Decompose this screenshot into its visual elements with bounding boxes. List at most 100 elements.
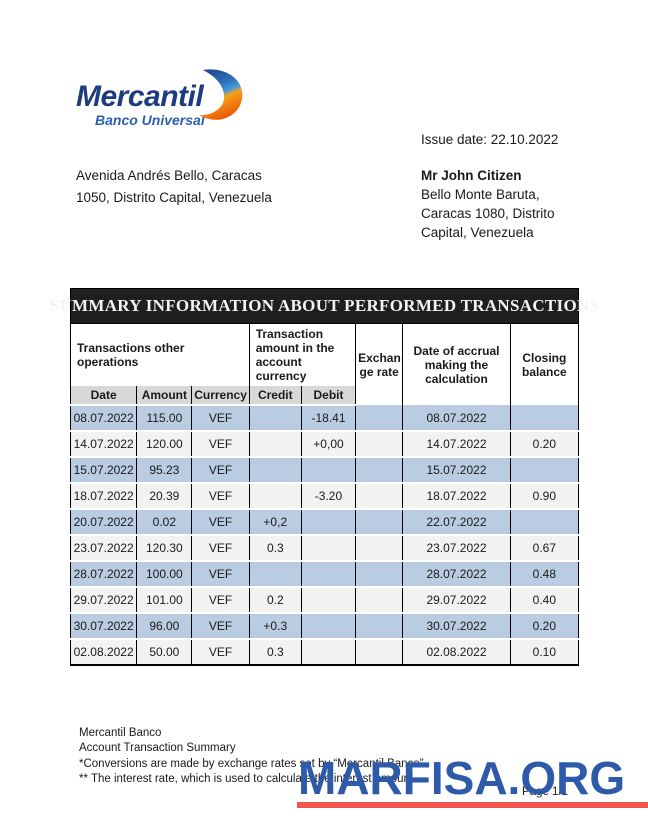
cell-credit [248, 431, 302, 458]
cell-debit [300, 639, 357, 666]
footer-notes: Mercantil Banco Account Transaction Summ… [79, 726, 424, 787]
recipient-address-line: Caracas 1080, Distrito [421, 206, 555, 221]
cell-exchange-rate [355, 431, 404, 458]
cell-debit [300, 535, 357, 562]
cell-credit: 0.3 [248, 535, 302, 562]
table-row: 23.07.2022 120.30 VEF 0.3 23.07.2022 0.6… [69, 535, 580, 562]
column-header-accrual-date: Date of accrual making the calculation [402, 324, 511, 405]
cell-exchange-rate [355, 587, 404, 614]
cell-exchange-rate [355, 639, 404, 666]
cell-debit [300, 561, 357, 588]
table-row: 15.07.2022 95.23 VEF 15.07.2022 [69, 457, 580, 484]
cell-accrual-date: 14.07.2022 [402, 431, 511, 458]
page-number: Page 1/1 [522, 786, 569, 798]
cell-debit [300, 587, 357, 614]
cell-credit: +0.3 [248, 613, 302, 640]
logo-brand-text: Mercantil [76, 80, 204, 113]
watermark-text: MARFISA.ORG [298, 752, 626, 804]
cell-amount: 50.00 [136, 639, 193, 666]
table-row: 20.07.2022 0.02 VEF +0,2 22.07.2022 [69, 509, 580, 536]
recipient-address-line: Capital, Venezuela [421, 225, 534, 240]
cell-amount: 100.00 [136, 561, 193, 588]
transactions-table: SUMMARY INFORMATION ABOUT PERFORMED TRAN… [50, 288, 599, 666]
cell-credit: 0.2 [248, 587, 302, 614]
cell-accrual-date: 30.07.2022 [402, 613, 511, 640]
column-header-closing-balance: Closing balance [509, 324, 580, 405]
footer-note-interest: ** The interest rate, which is used to c… [79, 772, 414, 785]
table-group-header-row: Transactions other operations Transactio… [70, 324, 580, 405]
cell-currency: VEF [191, 561, 250, 588]
cell-debit [300, 613, 357, 640]
mercantil-swoosh-icon [199, 69, 243, 120]
sender-address-line: 1050, Distrito Capital, Venezuela [76, 190, 272, 205]
cell-accrual-date: 23.07.2022 [402, 535, 511, 562]
cell-credit [248, 457, 302, 484]
cell-exchange-rate [355, 535, 404, 562]
cell-amount: 95.23 [136, 457, 193, 484]
cell-debit: +0,00 [300, 431, 357, 458]
cell-exchange-rate [355, 509, 404, 536]
logo-subtitle-text: Banco Universal [95, 112, 205, 128]
cell-amount: 120.30 [136, 535, 193, 562]
cell-closing-balance [509, 509, 580, 536]
cell-closing-balance: 0.40 [509, 587, 580, 614]
cell-date: 08.07.2022 [69, 405, 138, 432]
cell-amount: 20.39 [136, 483, 193, 510]
cell-currency: VEF [191, 509, 250, 536]
cell-debit [300, 509, 357, 536]
cell-credit [248, 405, 302, 432]
column-group-operations: Transactions other operations [70, 324, 250, 386]
cell-exchange-rate [355, 561, 404, 588]
table-row: 30.07.2022 96.00 VEF +0.3 30.07.2022 0.2… [69, 613, 580, 640]
cell-date: 30.07.2022 [69, 613, 138, 640]
recipient-block: Mr John Citizen Bello Monte Baruta, Cara… [421, 166, 555, 242]
column-header-debit: Debit [300, 386, 357, 406]
column-header-credit: Credit [248, 386, 302, 406]
cell-closing-balance: 0.90 [509, 483, 580, 510]
cell-closing-balance: 0.20 [509, 613, 580, 640]
sender-address-line: Avenida Andrés Bello, Caracas [76, 168, 262, 183]
cell-currency: VEF [191, 587, 250, 614]
cell-date: 20.07.2022 [69, 509, 138, 536]
column-header-date: Date [69, 386, 138, 406]
cell-closing-balance [509, 457, 580, 484]
cell-closing-balance: 0.48 [509, 561, 580, 588]
table-row: 08.07.2022 115.00 VEF -18.41 08.07.2022 [69, 405, 580, 432]
column-header-currency: Currency [191, 386, 250, 406]
cell-debit: -3.20 [300, 483, 357, 510]
cell-accrual-date: 08.07.2022 [402, 405, 511, 432]
cell-closing-balance: 0.67 [509, 535, 580, 562]
table-row: 29.07.2022 101.00 VEF 0.2 29.07.2022 0.4… [69, 587, 580, 614]
cell-debit [300, 457, 357, 484]
cell-accrual-date: 29.07.2022 [402, 587, 511, 614]
table-title: SUMMARY INFORMATION ABOUT PERFORMED TRAN… [50, 288, 599, 324]
cell-currency: VEF [191, 457, 250, 484]
cell-currency: VEF [191, 535, 250, 562]
cell-credit [248, 483, 302, 510]
cell-date: 28.07.2022 [69, 561, 138, 588]
cell-amount: 101.00 [136, 587, 193, 614]
cell-accrual-date: 18.07.2022 [402, 483, 511, 510]
footer-bank-name: Mercantil Banco [79, 727, 162, 739]
cell-currency: VEF [191, 405, 250, 432]
sender-address: Avenida Andrés Bello, Caracas 1050, Dist… [76, 165, 272, 209]
cell-exchange-rate [355, 457, 404, 484]
cell-credit: +0,2 [248, 509, 302, 536]
cell-date: 18.07.2022 [69, 483, 138, 510]
column-header-exchange-rate: Exchan ge rate [355, 324, 404, 405]
cell-currency: VEF [191, 613, 250, 640]
cell-credit [248, 561, 302, 588]
cell-date: 29.07.2022 [69, 587, 138, 614]
table-sub-header-row: Date Amount Currency Credit Debit [69, 386, 579, 406]
table-row: 28.07.2022 100.00 VEF 28.07.2022 0.48 [69, 561, 580, 588]
cell-debit: -18.41 [300, 405, 357, 432]
cell-amount: 96.00 [136, 613, 193, 640]
cell-date: 14.07.2022 [69, 431, 138, 458]
footer-note-conversions: *Conversions are made by exchange rates … [79, 757, 424, 770]
recipient-name: Mr John Citizen [421, 168, 522, 183]
cell-accrual-date: 02.08.2022 [402, 639, 511, 666]
cell-accrual-date: 15.07.2022 [402, 457, 511, 484]
cell-date: 02.08.2022 [69, 639, 138, 666]
recipient-address-line: Bello Monte Baruta, [421, 187, 540, 202]
